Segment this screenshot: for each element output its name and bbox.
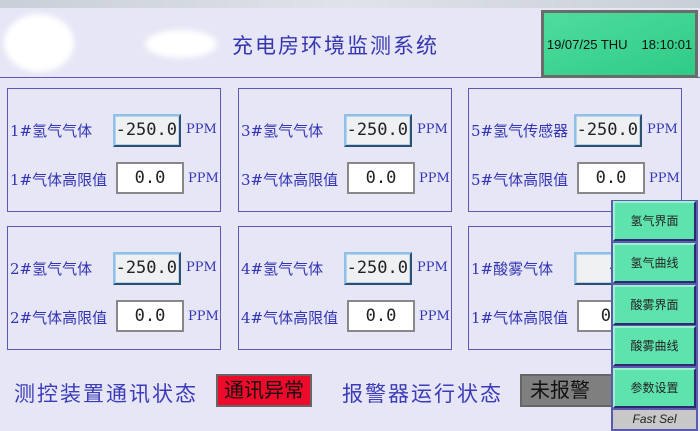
sensor-value-display: -250.0 — [344, 114, 412, 147]
sensor-panel: 1#氢气气体 -250.0 PPM 1#气体高限值 0.0 PPM — [7, 88, 221, 212]
header: 充电房环境监测系统 19/07/25 THU 18:10:01 — [0, 8, 700, 78]
fast-sel-button[interactable]: 氢气曲线 — [613, 242, 696, 283]
limit-unit: PPM — [188, 171, 219, 186]
sensor-value-display: -250.0 — [574, 114, 642, 147]
limit-unit: PPM — [188, 309, 219, 324]
fast-sel-button[interactable]: 氢气界面 — [613, 201, 696, 241]
clock-display: 19/07/25 THU 18:10:01 — [541, 10, 698, 78]
limit-label: 3#气体高限值 — [241, 171, 339, 189]
sensor-unit: PPM — [186, 260, 217, 275]
limit-label: 1#气体高限值 — [471, 309, 569, 327]
sensor-value-display: -250.0 — [113, 252, 181, 285]
logo-redacted — [4, 14, 74, 72]
fast-sel-button[interactable]: 参数设置 — [613, 368, 696, 409]
comm-status-badge: 通讯异常 — [216, 374, 312, 407]
sensor-label: 1#氢气气体 — [10, 122, 93, 140]
sensor-panel: 4#氢气气体 -250.0 PPM 4#气体高限值 0.0 PPM — [238, 226, 452, 350]
fast-sel-label: Fast Sel — [613, 410, 696, 429]
alarm-status-badge: 未报警 — [520, 374, 616, 407]
limit-label: 2#气体高限值 — [10, 309, 108, 327]
time-text: 18:10:01 — [641, 36, 693, 52]
sensor-panel: 2#氢气气体 -250.0 PPM 2#气体高限值 0.0 PPM — [7, 226, 221, 350]
limit-unit: PPM — [419, 171, 450, 186]
limit-value-input[interactable]: 0.0 — [116, 300, 184, 332]
limit-value-input[interactable]: 0.0 — [116, 162, 184, 194]
window-top-strip — [0, 0, 700, 8]
limit-label: 1#气体高限值 — [10, 171, 108, 189]
fast-sel-button[interactable]: 酸雾界面 — [613, 284, 696, 325]
limit-label: 5#气体高限值 — [471, 171, 569, 189]
limit-unit: PPM — [649, 171, 680, 186]
logo-redacted — [145, 30, 217, 58]
comm-status-label: 测控装置通讯状态 — [14, 382, 198, 406]
limit-label: 4#气体高限值 — [241, 309, 339, 327]
limit-value-input[interactable]: 0.0 — [577, 162, 645, 194]
limit-unit: PPM — [419, 309, 450, 324]
page-title: 充电房环境监测系统 — [232, 34, 439, 58]
fast-sel-button[interactable]: 酸雾曲线 — [613, 326, 696, 367]
sensor-panel: 5#氢气传感器 -250.0 PPM 5#气体高限值 0.0 PPM — [468, 88, 682, 212]
sensor-label: 4#氢气气体 — [241, 260, 324, 278]
sensor-label: 3#氢气气体 — [241, 122, 324, 140]
alarm-status-label: 报警器运行状态 — [342, 382, 503, 406]
limit-value-input[interactable]: 0.0 — [347, 300, 415, 332]
sensor-value-display: -250.0 — [344, 252, 412, 285]
sensor-unit: PPM — [647, 122, 678, 137]
sensor-label: 1#酸雾气体 — [471, 260, 554, 278]
fast-select-menu: Fast Sel 氢气界面 氢气曲线 酸雾界面 酸雾曲线 参数设置 — [611, 200, 698, 431]
sensor-unit: PPM — [186, 122, 217, 137]
sensor-value-display: -250.0 — [113, 114, 181, 147]
sensor-unit: PPM — [417, 122, 448, 137]
limit-value-input[interactable]: 0.0 — [347, 162, 415, 194]
sensor-panel: 3#氢气气体 -250.0 PPM 3#气体高限值 0.0 PPM — [238, 88, 452, 212]
sensor-label: 5#氢气传感器 — [471, 122, 569, 140]
sensor-label: 2#氢气气体 — [10, 260, 93, 278]
date-text: 19/07/25 THU — [546, 36, 628, 52]
sensor-unit: PPM — [417, 260, 448, 275]
